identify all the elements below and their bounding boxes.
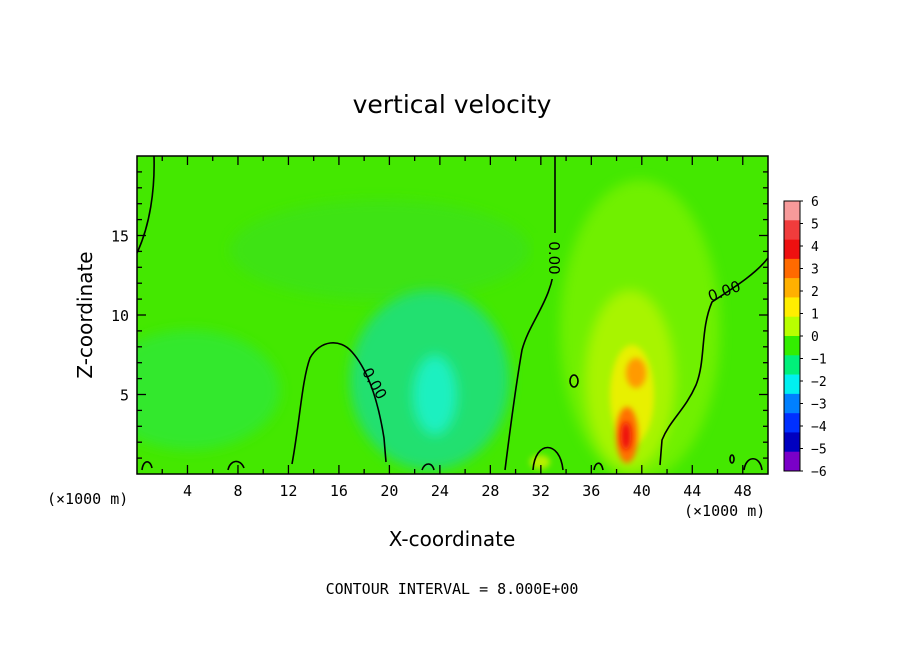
contour-lines bbox=[137, 156, 768, 471]
x-tick-label: 44 bbox=[683, 482, 701, 500]
field-cool-left bbox=[137, 330, 280, 450]
heatmap-field bbox=[137, 156, 768, 474]
colorbar-swatch bbox=[784, 336, 800, 356]
colorbar-label: −1 bbox=[811, 353, 827, 368]
field-cool-upper bbox=[230, 200, 530, 300]
colorbar-label: 3 bbox=[811, 263, 819, 278]
colorbar-swatch bbox=[784, 239, 800, 260]
contour-center-line bbox=[504, 156, 556, 471]
x-tick-label: 40 bbox=[633, 482, 651, 500]
field-updraft-max bbox=[621, 422, 631, 450]
contour-left-edge bbox=[137, 156, 155, 254]
x-tick-label: 48 bbox=[734, 482, 752, 500]
colorbar-swatch bbox=[784, 451, 800, 472]
x-tick-label: 24 bbox=[431, 482, 449, 500]
colorbar: 6 5 4 3 2 1 0 −1 −2 −3 −4 −5 −6 bbox=[783, 195, 827, 480]
colorbar-label: 0 bbox=[811, 330, 819, 345]
y-axis-label: Z-coordinate bbox=[73, 251, 97, 378]
contour-interval: CONTOUR INTERVAL = 8.000E+00 bbox=[326, 580, 579, 598]
colorbar-label: 4 bbox=[811, 240, 819, 255]
x-axis-label: X-coordinate bbox=[389, 527, 516, 551]
colorbar-label: 5 bbox=[811, 218, 819, 233]
colorbar-label: 1 bbox=[811, 308, 819, 323]
colorbar-swatch bbox=[784, 393, 800, 414]
x-unit-label: (×1000 m) bbox=[47, 490, 128, 508]
contour-surface-loop-4 bbox=[593, 462, 604, 471]
field-updraft-upper bbox=[626, 358, 646, 388]
colorbar-label: 6 bbox=[811, 195, 819, 210]
contour-label: 0.00 bbox=[545, 241, 563, 274]
colorbar-swatch bbox=[784, 413, 800, 433]
contour-surface-loop-5 bbox=[743, 457, 763, 471]
contour-small-loop-2 bbox=[729, 454, 735, 464]
colorbar-swatch bbox=[784, 355, 800, 375]
x-tick-label: 12 bbox=[279, 482, 297, 500]
colorbar-label: −4 bbox=[811, 420, 827, 435]
y-unit-label: (×1000 m) bbox=[684, 502, 765, 520]
colorbar-label: −2 bbox=[811, 375, 827, 390]
colorbar-swatch bbox=[784, 432, 800, 453]
contour-left-bump bbox=[291, 342, 387, 465]
colorbar-swatch bbox=[784, 258, 800, 279]
contour-surface-loop-2 bbox=[227, 460, 245, 471]
colorbar-swatch bbox=[784, 316, 800, 337]
colorbar-swatch bbox=[784, 297, 800, 318]
colorbar-swatch bbox=[784, 374, 800, 395]
x-tick-label: 28 bbox=[481, 482, 499, 500]
x-axis: 4 8 12 16 20 24 28 32 36 40 44 48 bbox=[161, 156, 752, 500]
x-tick-label: 20 bbox=[380, 482, 398, 500]
colorbar-label: −5 bbox=[811, 443, 827, 458]
field-downdraft-core bbox=[413, 355, 457, 435]
contour-surface-loop-1 bbox=[532, 446, 564, 471]
x-tick-label: 16 bbox=[330, 482, 348, 500]
contour-right-plume bbox=[659, 257, 768, 466]
contour-small-loop bbox=[569, 374, 579, 388]
contour-label-mask-1 bbox=[534, 233, 556, 279]
x-tick-label: 32 bbox=[532, 482, 550, 500]
colorbar-label: −6 bbox=[811, 465, 827, 480]
contour-surface-loop-3 bbox=[141, 461, 153, 471]
colorbar-label: −3 bbox=[811, 398, 827, 413]
contour-surface-loop-6 bbox=[421, 463, 435, 471]
colorbar-swatch bbox=[784, 220, 800, 240]
x-tick-label: 8 bbox=[233, 482, 242, 500]
colorbar-swatch bbox=[784, 278, 800, 298]
y-axis: 5 10 15 bbox=[111, 171, 768, 459]
y-tick-label: 5 bbox=[120, 387, 129, 405]
x-tick-label: 36 bbox=[582, 482, 600, 500]
y-tick-label: 15 bbox=[111, 228, 129, 246]
chart-title: vertical velocity bbox=[353, 90, 552, 119]
x-tick-label: 4 bbox=[183, 482, 192, 500]
colorbar-swatch bbox=[784, 201, 800, 221]
colorbar-label: 2 bbox=[811, 285, 819, 300]
y-tick-label: 10 bbox=[111, 307, 129, 325]
